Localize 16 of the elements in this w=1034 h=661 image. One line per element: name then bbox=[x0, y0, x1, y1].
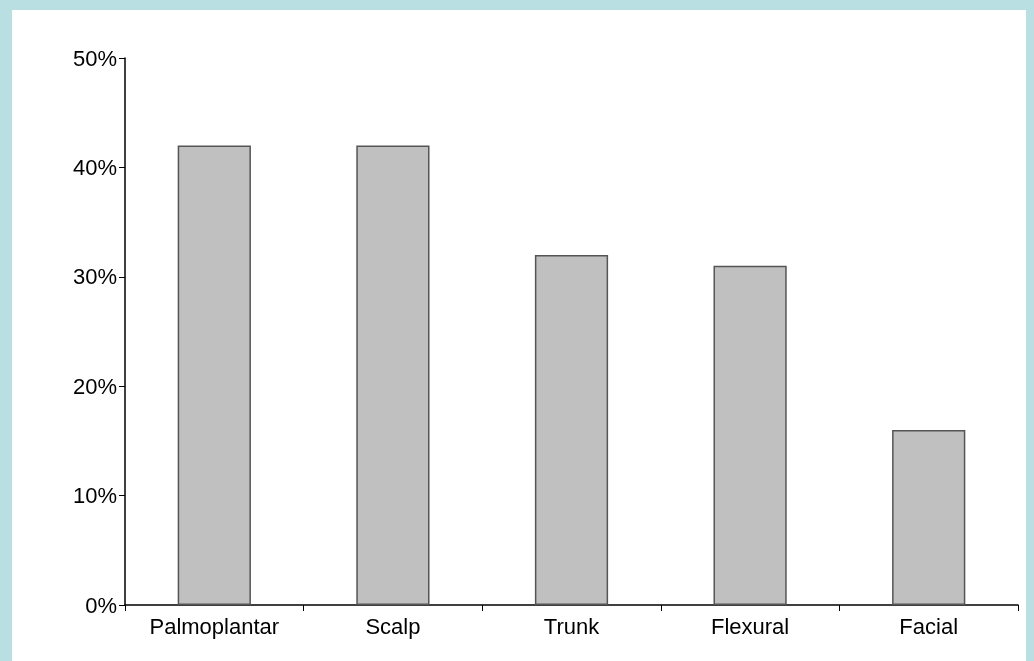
bar bbox=[534, 254, 609, 605]
y-tick-label: 0% bbox=[85, 592, 117, 618]
bar bbox=[356, 145, 430, 605]
x-tick-label: Trunk bbox=[543, 613, 601, 639]
y-tick-label: 30% bbox=[72, 264, 117, 290]
x-tick-label: Palmoplantar bbox=[149, 613, 280, 639]
bar bbox=[892, 429, 966, 605]
y-tick-label: 50% bbox=[72, 45, 117, 71]
x-tick-label: Scalp bbox=[365, 613, 421, 639]
x-tick-label: Flexural bbox=[710, 613, 790, 639]
y-tick-label: 40% bbox=[72, 154, 117, 180]
x-tick-label: Facial bbox=[899, 613, 959, 639]
y-tick-label: 20% bbox=[72, 373, 117, 399]
bar bbox=[177, 145, 251, 605]
y-tick-label: 10% bbox=[72, 483, 117, 509]
bar bbox=[713, 265, 787, 605]
